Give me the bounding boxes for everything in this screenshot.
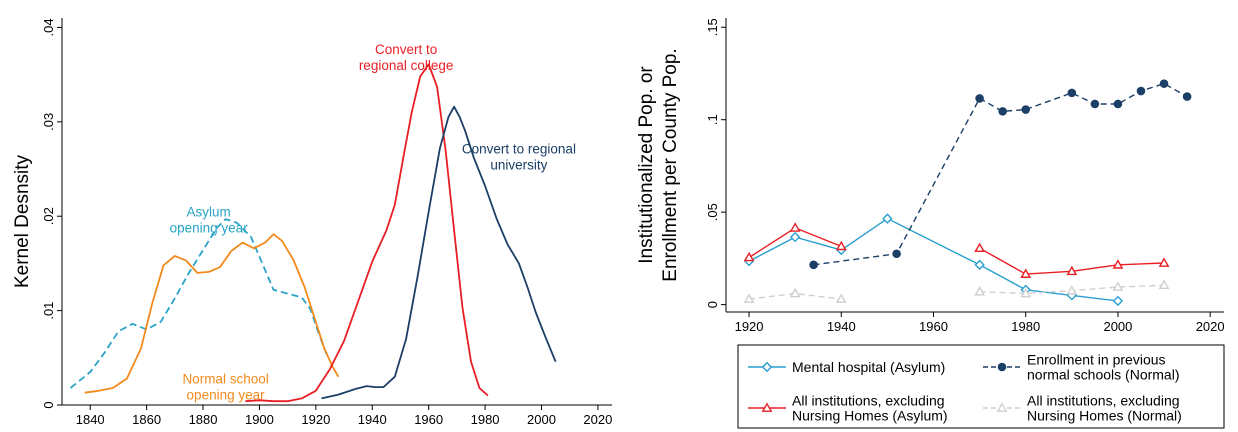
right-x-tick-label: 1960 (919, 319, 948, 334)
left-x-tick-label: 1960 (414, 412, 443, 427)
annotation-regional-college: regional college (359, 58, 454, 73)
all-institutions-excluding-nursing-homes-asylum-point-1940 (835, 240, 847, 251)
right-y-axis-title-line-2: Enrollment per County Pop. (660, 48, 681, 281)
right-y-axis-title-line-1: Institutionalized Pop. or (636, 66, 657, 264)
mental-hospital-asylum-point-1930 (789, 231, 801, 243)
density-line-1 (69, 218, 328, 389)
enrollment-in-previous-normal-schools-normal-point-1952 (892, 249, 901, 259)
kernel-density-chart: 1840 1860 1880 1900 1920 1940 1960 1980 2000 2020… (12, 18, 612, 427)
right-x-tick-label: 2020 (1196, 319, 1225, 334)
all-institutions-excluding-nursing-homes-normal-point-1990 (1066, 285, 1078, 295)
legend-mental-hospital-asylum-label-line-1: Mental hospital (Asylum) (792, 359, 945, 375)
all-institutions-excluding-nursing-homes-normal-point-2000 (1112, 281, 1124, 291)
enrollment-in-previous-normal-schools-normal-point-2005 (1136, 86, 1146, 96)
legend-mental-hospital-asylum-swatch-marker (761, 361, 773, 373)
left-x-tick-label: 2020 (583, 412, 612, 427)
density-line-3 (245, 63, 489, 403)
all-institutions-excluding-nursing-homes-normal-point-1980 (1020, 287, 1032, 298)
left-y-tick-label: .03 (41, 113, 56, 131)
density-line-4 (321, 105, 557, 400)
annotation-asylum: Asylum (187, 205, 231, 220)
right-y-tick-label: .15 (705, 18, 720, 36)
mental-hospital-asylum-point-1970 (974, 259, 985, 271)
all-institutions-excluding-nursing-homes-normal-point-1940 (835, 293, 847, 303)
right-y-tick-label: .05 (705, 203, 720, 221)
left-x-tick-label: 1840 (76, 412, 105, 427)
all-institutions-excluding-nursing-homes-asylum-point-1920 (743, 251, 755, 262)
institutionalized-population-chart: 1920 1940 1960 1980 2000 2020 0 .05 .1 .15 Institu… (636, 18, 1225, 429)
legend-box (737, 344, 1225, 429)
legend-all-institutions-excluding-nursing-homes-asylum-label-line-2: Nursing Homes (Asylum) (792, 408, 948, 424)
all-institutions-excluding-nursing-homes-normal-point-2010 (1158, 279, 1170, 290)
left-x-tick-label: 1880 (189, 412, 218, 427)
left-x-tick-label: 1980 (471, 412, 500, 427)
left-y-tick-label: .01 (41, 302, 56, 320)
mental-hospital-asylum-point-2000 (1112, 295, 1124, 307)
all-institutions-excluding-nursing-homes-asylum-point-1970 (974, 242, 986, 253)
mental-hospital-asylum-point-1950 (882, 213, 893, 224)
legend-enrollment-in-previous-normal-schools-normal-label-line-1: Enrollment in previous (1027, 352, 1166, 368)
enrollment-in-previous-normal-schools-normal-point-2010 (1159, 79, 1169, 88)
right-x-tick-label: 1980 (1011, 319, 1040, 334)
enrollment-in-previous-normal-schools-normal-point-1995 (1090, 99, 1100, 109)
enrollment-in-previous-normal-schools-normal-point-1970 (975, 94, 984, 103)
right-y-tick-label: 0 (705, 301, 720, 308)
enrollment-in-previous-normal-schools-normal-point-2015 (1182, 92, 1192, 101)
mental-hospital-asylum-line-segment-1 (748, 217, 1118, 302)
enrollment-in-previous-normal-schools-normal-point-1990 (1067, 88, 1077, 98)
annotation-opening-year: opening year (187, 388, 266, 403)
left-y-tick-label: .02 (41, 207, 56, 225)
left-y-tick-label: .04 (41, 18, 56, 36)
left-x-tick-label: 1920 (301, 412, 330, 427)
left-y-axis-title: Kernel Desnsity (12, 154, 33, 288)
density-line-2 (84, 233, 340, 394)
all-institutions-excluding-nursing-homes-asylum-point-2000 (1112, 259, 1124, 269)
all-institutions-excluding-nursing-homes-asylum-point-1990 (1066, 265, 1078, 276)
enrollment-in-previous-normal-schools-normal-line-segment-1 (813, 98, 981, 266)
left-x-tick-label: 2000 (527, 412, 556, 427)
right-x-tick-label: 1940 (827, 319, 856, 334)
all-institutions-excluding-nursing-homes-normal-point-1930 (789, 287, 801, 298)
annotation-university: university (490, 157, 547, 172)
annotation-convert-to-regional: Convert to regional (462, 141, 576, 156)
annotation-normal-school: Normal school (182, 372, 268, 387)
right-x-tick-label: 1920 (735, 319, 764, 334)
enrollment-in-previous-normal-schools-normal-point-1934 (809, 260, 818, 270)
annotation-opening-year: opening year (170, 221, 249, 236)
legend-all-institutions-excluding-nursing-homes-normal-label-line-2: Nursing Homes (Normal) (1027, 408, 1182, 424)
all-institutions-excluding-nursing-homes-normal-point-1920 (743, 293, 755, 303)
left-x-tick-label: 1900 (245, 412, 274, 427)
legend-enrollment-in-previous-normal-schools-normal-label-line-2: normal schools (Normal) (1027, 367, 1179, 383)
enrollment-in-previous-normal-schools-normal-point-1975 (998, 107, 1007, 116)
legend-enrollment-in-previous-normal-schools-normal-swatch-marker (997, 362, 1007, 372)
right-y-tick-label: .1 (705, 114, 720, 125)
enrollment-in-previous-normal-schools-normal-line-segment-2 (979, 82, 1188, 113)
enrollment-in-previous-normal-schools-normal-point-2000 (1113, 99, 1123, 109)
all-institutions-excluding-nursing-homes-asylum-point-2010 (1158, 257, 1170, 267)
annotation-convert-to: Convert to (375, 42, 437, 57)
enrollment-in-previous-normal-schools-normal-point-1980 (1021, 105, 1031, 114)
all-institutions-excluding-nursing-homes-normal-point-1970 (974, 286, 986, 296)
left-x-tick-label: 1940 (358, 412, 387, 427)
all-institutions-excluding-nursing-homes-asylum-point-1930 (789, 222, 801, 232)
legend-all-institutions-excluding-nursing-homes-asylum-swatch-marker (761, 402, 773, 412)
all-institutions-excluding-nursing-homes-normal-line-segment-1 (749, 292, 842, 300)
all-institutions-excluding-nursing-homes-asylum-point-1980 (1020, 268, 1032, 278)
left-x-tick-label: 1860 (132, 412, 161, 427)
legend-all-institutions-excluding-nursing-homes-normal-label-line-1: All institutions, excluding (1027, 393, 1180, 409)
legend-all-institutions-excluding-nursing-homes-normal-swatch-marker (996, 402, 1008, 412)
right-x-tick-label: 2000 (1103, 319, 1132, 334)
legend-all-institutions-excluding-nursing-homes-asylum-label-line-1: All institutions, excluding (792, 393, 945, 409)
left-y-tick-label: 0 (41, 401, 56, 408)
